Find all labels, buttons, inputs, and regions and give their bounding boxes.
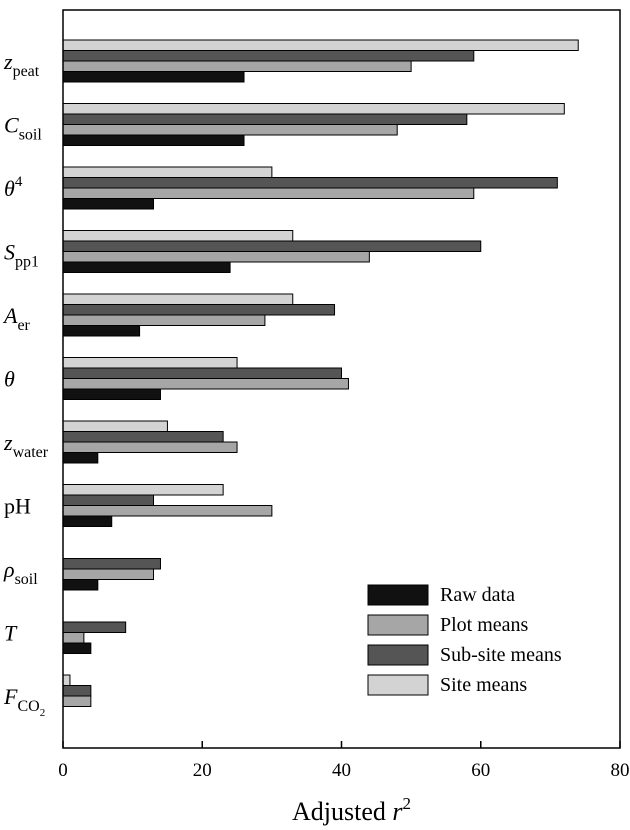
category-label-9: T [4,621,18,646]
bar-raw-data-4 [62,325,141,337]
category-label-4: Aer [2,303,31,334]
bar-plot-means-0 [62,60,412,72]
x-axis-ticks: 0 20 40 60 80 [58,741,630,781]
bar-site-means-2 [62,166,273,178]
bar-site-means-5 [62,357,238,369]
bar-plot-means-8 [62,568,155,580]
bar-site-means-3 [62,230,294,242]
legend-label-1: Plot means [440,614,529,636]
category-label-0: zpeat [3,49,40,80]
bar-plot-means-6 [62,441,238,453]
legend-label-0: Raw data [440,584,515,606]
bar-raw-data-7 [62,515,113,527]
legend: Raw data Plot means Sub-site means Site mea… [367,584,562,696]
x-tick-label-0: 0 [58,760,68,781]
x-axis-label-sup: 2 [403,794,412,813]
category-label-8: ρsoil [3,557,38,588]
bar-plot-means-3 [62,251,370,263]
bar-plot-means-5 [62,378,349,390]
legend-swatch-0 [367,584,429,606]
bar-raw-data-0 [62,71,245,83]
bar-sub-site-means-4 [62,304,336,316]
bar-sub-site-means-3 [62,240,482,252]
category-label-7: pH [4,494,31,519]
bar-sub-site-means-2 [62,177,558,189]
bars-group [62,39,579,707]
bar-sub-site-means-6 [62,431,224,443]
legend-label-2: Sub-site means [440,644,562,666]
x-axis-label: Adjusted r2 [292,794,411,826]
x-tick-label-3: 60 [471,760,490,781]
bar-plot-means-4 [62,314,266,326]
x-axis-label-text: Adjusted [292,797,392,826]
bar-plot-means-1 [62,124,398,136]
category-label-1: Csoil [4,113,42,144]
bar-site-means-6 [62,420,168,432]
bar-raw-data-8 [62,579,99,591]
category-label-6: zwater [3,430,49,461]
bar-sub-site-means-9 [62,621,127,633]
x-tick-label-4: 80 [611,760,630,781]
bar-sub-site-means-7 [62,494,155,506]
bar-plot-means-2 [62,187,475,199]
category-label-2: θ4 [4,174,23,201]
bar-sub-site-means-0 [62,50,475,62]
bar-raw-data-5 [62,388,161,400]
bar-plot-means-7 [62,505,273,517]
category-label-3: Spp1 [4,240,39,271]
bar-site-means-4 [62,293,294,305]
legend-swatch-1 [367,614,429,636]
legend-swatch-3 [367,674,429,696]
bar-site-means-7 [62,484,224,496]
bar-raw-data-6 [62,452,99,464]
category-label-10: FCO2 [3,684,45,719]
bar-plot-means-10 [62,695,92,707]
bar-sub-site-means-8 [62,558,161,570]
bar-raw-data-9 [62,642,92,654]
x-tick-label-1: 20 [193,760,212,781]
x-axis-label-var: r [392,797,403,826]
legend-label-3: Site means [440,674,527,696]
x-tick-label-2: 40 [332,760,351,781]
bar-site-means-10 [62,674,71,686]
bar-site-means-0 [62,39,579,51]
bar-raw-data-1 [62,134,245,146]
legend-swatch-2 [367,644,429,666]
bar-sub-site-means-5 [62,367,342,379]
bar-sub-site-means-1 [62,113,468,125]
bar-raw-data-2 [62,198,155,210]
category-label-5: θ [4,367,15,392]
bar-raw-data-3 [62,261,231,273]
bar-plot-means-9 [62,632,85,644]
category-labels: zpeat Csoil θ4 Spp1 Aer θ zwater pH ρsoil T FCO2 [2,49,49,719]
bar-site-means-1 [62,103,565,115]
bar-sub-site-means-10 [62,685,92,697]
